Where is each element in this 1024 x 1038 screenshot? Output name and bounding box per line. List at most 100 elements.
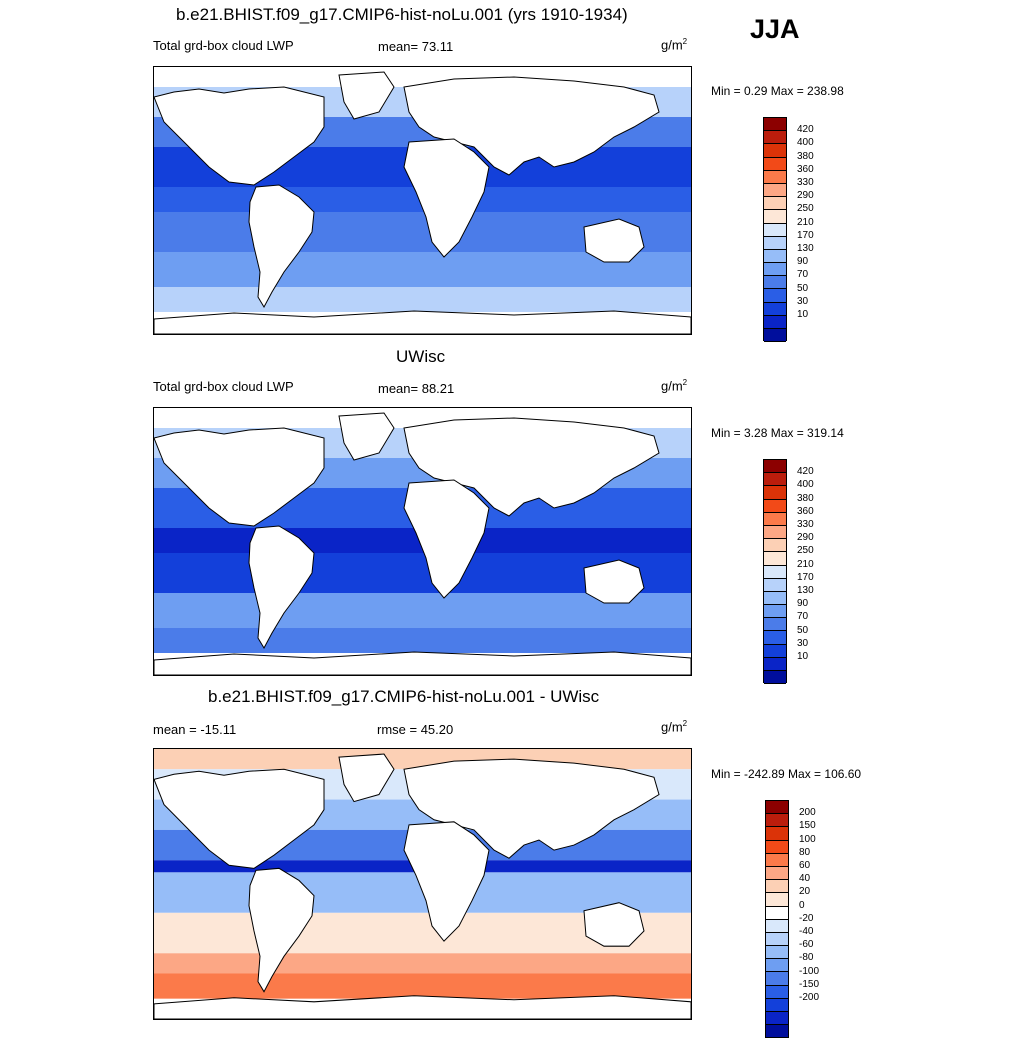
colorbar-tick-label: 210 — [797, 216, 814, 228]
panel-1-minmax: Min = 0.29 Max = 238.98 — [711, 84, 844, 98]
colorbar-swatches — [765, 800, 789, 1038]
colorbar-tick-label: 100 — [799, 833, 816, 845]
colorbar-tick-label: 420 — [797, 466, 814, 478]
map-landmass — [154, 427, 325, 527]
panel-3-minmax: Min = -242.89 Max = 106.60 — [711, 767, 862, 781]
colorbar-swatch — [764, 197, 786, 211]
colorbar-tick-label: 60 — [799, 860, 811, 871]
colorbar-tick-label: 420 — [797, 124, 814, 136]
colorbar-swatch — [764, 525, 786, 540]
colorbar-swatch — [766, 946, 788, 960]
colorbar-swatch — [764, 605, 786, 619]
colorbar-swatch — [764, 499, 786, 513]
colorbar-swatch — [766, 959, 788, 973]
colorbar-swatch — [766, 880, 788, 894]
colorbar-tick-label: 250 — [797, 203, 814, 215]
colorbar-swatch — [764, 578, 786, 592]
colorbar-tick-label: 20 — [799, 886, 811, 898]
map-landmass — [583, 559, 645, 604]
colorbar-swatch — [764, 170, 786, 184]
map-canvas — [154, 67, 691, 334]
colorbar-tick-label: 30 — [797, 295, 809, 307]
panel-3-map — [153, 748, 692, 1020]
colorbar-tick-label: 380 — [797, 492, 814, 504]
panel-2-map — [153, 407, 692, 676]
map-landmass — [248, 867, 315, 993]
colorbar-tick-label: 70 — [797, 269, 809, 281]
colorbar-tick-label: 290 — [797, 190, 814, 202]
colorbar-tick-label: -100 — [799, 965, 820, 977]
colorbar-swatch — [766, 1012, 788, 1026]
colorbar-tick-label: 40 — [799, 873, 811, 885]
colorbar-tick-label: -60 — [799, 939, 814, 951]
map-landmass — [403, 479, 490, 599]
colorbar-swatch — [764, 539, 786, 553]
colorbar-swatch — [766, 814, 788, 828]
colorbar-swatch — [764, 276, 786, 290]
colorbar-swatch — [766, 985, 788, 999]
colorbar-swatch — [766, 893, 788, 907]
map-landmass — [248, 525, 315, 650]
colorbar-tick-label: 70 — [797, 611, 809, 623]
colorbar-tick-label: -20 — [799, 912, 814, 924]
colorbar-swatch — [764, 157, 786, 171]
colorbar-swatch — [764, 210, 786, 224]
map-landmass — [583, 218, 645, 263]
colorbar-tick-label: 400 — [797, 137, 814, 149]
colorbar-swatch — [766, 840, 788, 854]
map-landmass — [338, 412, 395, 461]
panel-3-units: g/m2 — [661, 719, 688, 735]
map-band-southern-ocean — [154, 973, 691, 999]
panel-1-map — [153, 66, 692, 335]
map-landmass — [583, 902, 645, 947]
colorbar-tick-label: 10 — [797, 309, 809, 320]
colorbar-swatch — [764, 565, 786, 579]
colorbar-tick-label: 150 — [799, 820, 816, 832]
panel-1-mean: mean= 73.11 — [378, 39, 454, 54]
colorbar-swatch — [764, 249, 786, 264]
colorbar-tick-label: 130 — [797, 243, 814, 254]
colorbar-tick-label: 50 — [797, 282, 809, 294]
panel-3-rmse: rmse = 45.20 — [377, 722, 454, 737]
colorbar-tick-label: 380 — [797, 150, 814, 162]
colorbar-tick-label: 360 — [797, 505, 814, 517]
colorbar-tick-label: -200 — [799, 992, 820, 1003]
colorbar-swatch — [764, 460, 786, 474]
colorbar-swatch — [764, 644, 786, 658]
colorbar-tick-label: -40 — [799, 926, 814, 937]
panel-3-mean: mean = -15.11 — [153, 722, 237, 737]
map-landmass — [154, 86, 325, 186]
panel-2-units: g/m2 — [661, 378, 688, 394]
colorbar-tick-label: 170 — [797, 571, 814, 583]
map-landmass — [154, 310, 691, 334]
colorbar-swatch — [764, 131, 786, 145]
map-canvas — [154, 408, 691, 675]
colorbar-tick-label: 90 — [797, 598, 809, 610]
colorbar-swatch — [764, 473, 786, 487]
panel-3-title: b.e21.BHIST.f09_g17.CMIP6-hist-noLu.001 … — [208, 687, 600, 706]
colorbar-swatch — [764, 591, 786, 606]
panel-1-variable: Total grd-box cloud LWP — [153, 38, 294, 53]
colorbar-tick-label: 80 — [799, 846, 811, 858]
colorbar-swatch — [766, 998, 788, 1012]
map-landmass — [403, 821, 490, 942]
colorbar-swatch — [766, 919, 788, 933]
colorbar-tick-label: 200 — [799, 807, 816, 819]
colorbar-swatch — [764, 329, 786, 343]
colorbar-swatch — [764, 657, 786, 671]
colorbar-tick-label: 330 — [797, 519, 814, 530]
map-canvas — [154, 749, 691, 1019]
panel-1-title: b.e21.BHIST.f09_g17.CMIP6-hist-noLu.001 … — [176, 5, 628, 24]
colorbar-swatch — [764, 289, 786, 303]
colorbar-swatch — [764, 552, 786, 566]
colorbar-tick-label: 130 — [797, 585, 814, 596]
colorbar-swatch — [764, 486, 786, 500]
colorbar-tick-label: 290 — [797, 532, 814, 544]
colorbar-swatch — [764, 144, 786, 158]
colorbar-swatch — [766, 1025, 788, 1038]
map-landmass — [154, 995, 691, 1019]
panel-1-units: g/m2 — [661, 37, 688, 53]
colorbar-tick-label: 10 — [797, 651, 809, 662]
panel-2-minmax: Min = 3.28 Max = 319.14 — [711, 426, 844, 440]
colorbar-tick-label: 400 — [797, 479, 814, 491]
